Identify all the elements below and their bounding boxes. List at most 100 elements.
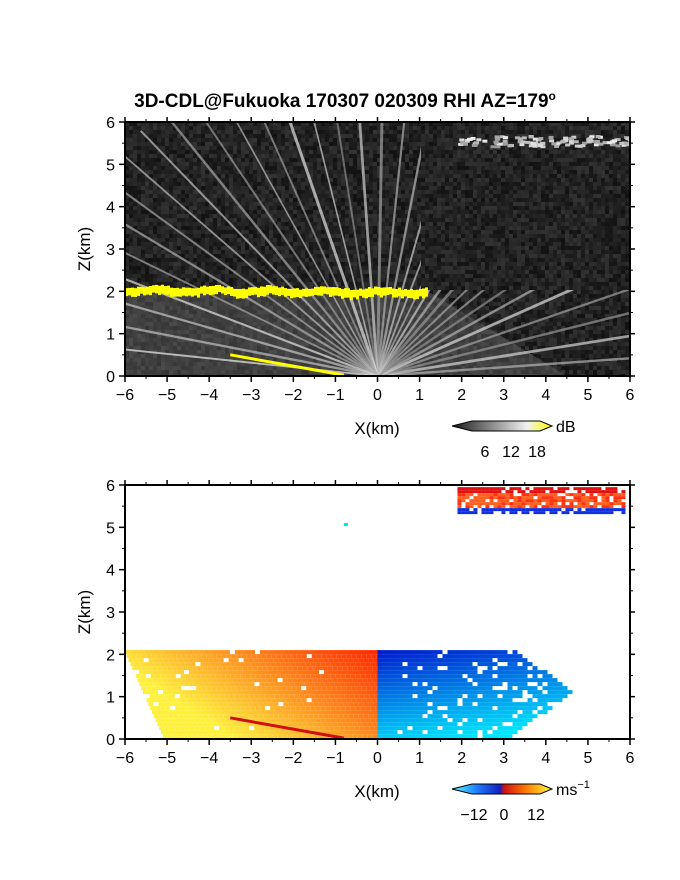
noise-cell (189, 226, 193, 230)
noise-cell (229, 230, 233, 234)
noise-cell (133, 150, 137, 154)
noise-cell (125, 126, 129, 130)
noise-cell (389, 154, 393, 158)
noise-cell (205, 186, 209, 190)
noise-cell (385, 142, 389, 146)
noise-cell (393, 142, 397, 146)
noise-cell (125, 186, 129, 190)
noise-cell (149, 234, 153, 238)
noise-cell (361, 206, 365, 210)
noise-cell (369, 206, 373, 210)
noise-cell (349, 142, 353, 146)
noise-cell (345, 202, 349, 206)
noise-cell (221, 266, 225, 270)
noise-cell (365, 122, 369, 126)
noise-cell (273, 166, 277, 170)
noise-cell (141, 154, 145, 158)
noise-cell (185, 142, 189, 146)
noise-cell (389, 194, 393, 198)
noise-cell (301, 122, 305, 126)
noise-cell (333, 138, 337, 142)
noise-cell (201, 190, 205, 194)
noise-cell (253, 278, 257, 282)
noise-cell (277, 230, 281, 234)
noise-cell (289, 226, 293, 230)
noise-cell (153, 242, 157, 246)
noise-cell (313, 210, 317, 214)
noise-cell (129, 186, 133, 190)
noise-cell (149, 162, 153, 166)
noise-cell (161, 250, 165, 254)
noise-cell (337, 190, 341, 194)
noise-cell (249, 210, 253, 214)
noise-cell (197, 202, 201, 206)
noise-cell (325, 186, 329, 190)
noise-cell (221, 170, 225, 174)
noise-cell (373, 230, 377, 234)
noise-cell (221, 270, 225, 274)
noise-cell (413, 198, 417, 202)
noise-cell (397, 222, 401, 226)
noise-cell (305, 142, 309, 146)
noise-cell (245, 198, 249, 202)
noise-cell (333, 126, 337, 130)
noise-cell (125, 242, 129, 246)
noise-cell (357, 130, 361, 134)
noise-cell (393, 262, 397, 266)
noise-cell (353, 178, 357, 182)
noise-cell (277, 222, 281, 226)
noise-cell (389, 186, 393, 190)
noise-cell (389, 190, 393, 194)
noise-cell (337, 254, 341, 258)
noise-cell (201, 182, 205, 186)
noise-cell (133, 246, 137, 250)
noise-cell (241, 270, 245, 274)
noise-cell (189, 278, 193, 282)
noise-cell (377, 198, 381, 202)
noise-cell (161, 146, 165, 150)
noise-cell (189, 130, 193, 134)
noise-cell (349, 242, 353, 246)
noise-cell (413, 262, 417, 266)
noise-cell (213, 278, 217, 282)
noise-cell (165, 126, 169, 130)
noise-cell (365, 166, 369, 170)
noise-cell (277, 250, 281, 254)
noise-cell (393, 254, 397, 258)
noise-cell (169, 242, 173, 246)
noise-cell (157, 226, 161, 230)
noise-cell (253, 266, 257, 270)
noise-cell (341, 150, 345, 154)
noise-cell (289, 214, 293, 218)
noise-cell (317, 266, 321, 270)
noise-cell (393, 166, 397, 170)
noise-cell (169, 230, 173, 234)
noise-cell (129, 206, 133, 210)
noise-cell (137, 158, 141, 162)
noise-cell (281, 134, 285, 138)
noise-cell (277, 202, 281, 206)
noise-cell (285, 230, 289, 234)
noise-cell (153, 158, 157, 162)
noise-cell (345, 214, 349, 218)
noise-cell (129, 198, 133, 202)
noise-cell (229, 202, 233, 206)
noise-cell (149, 242, 153, 246)
noise-cell (141, 186, 145, 190)
noise-cell (225, 274, 229, 278)
noise-cell (337, 198, 341, 202)
noise-cell (209, 130, 213, 134)
noise-cell (337, 250, 341, 254)
noise-cell (125, 226, 129, 230)
noise-cell (301, 178, 305, 182)
noise-cell (209, 122, 213, 126)
noise-cell (373, 178, 377, 182)
noise-cell (321, 130, 325, 134)
noise-cell (365, 174, 369, 178)
noise-cell (409, 166, 413, 170)
noise-cell (233, 170, 237, 174)
noise-cell (313, 254, 317, 258)
noise-cell (133, 278, 137, 282)
noise-cell (341, 254, 345, 258)
noise-cell (177, 158, 181, 162)
